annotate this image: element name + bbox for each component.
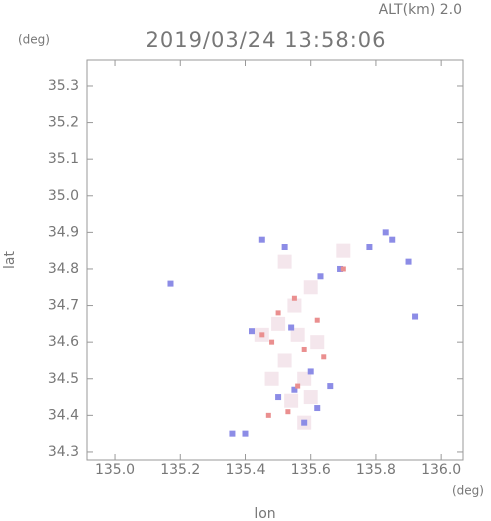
data-point [275, 310, 281, 316]
data-point [303, 390, 318, 405]
data-point [389, 236, 396, 243]
plot-frame [86, 59, 464, 461]
data-point [366, 244, 373, 251]
data-point [317, 273, 324, 280]
data-point [284, 393, 299, 408]
data-point [265, 412, 271, 418]
data-point [291, 295, 297, 301]
x-tick-label: 135.8 [356, 462, 396, 478]
data-point [314, 317, 320, 323]
data-point [269, 339, 275, 345]
data-point [321, 354, 327, 360]
data-point [291, 386, 298, 393]
data-point [337, 265, 344, 272]
data-point [295, 383, 301, 389]
data-point [242, 430, 249, 437]
data-point [290, 327, 305, 342]
y-tick-label: 34.3 [48, 444, 79, 460]
data-point [277, 254, 292, 269]
data-point [271, 316, 286, 331]
data-point [285, 409, 291, 415]
y-tick-label: 34.9 [48, 224, 79, 240]
y-tick-label: 35.3 [48, 78, 79, 94]
y-tick-label: 34.6 [48, 334, 79, 350]
data-point [281, 244, 288, 251]
data-point [336, 243, 351, 258]
y-tick-label: 34.4 [48, 407, 79, 423]
data-point [301, 346, 307, 352]
data-point [303, 280, 318, 295]
x-unit: (deg) [452, 484, 484, 498]
data-point [412, 313, 419, 320]
y-axis-label: lat [2, 251, 18, 269]
x-tick-label: 135.4 [225, 462, 265, 478]
data-point [259, 332, 265, 338]
y-tick-label: 34.5 [48, 371, 79, 387]
x-tick-label: 135.2 [160, 462, 200, 478]
x-tick-label: 135.6 [291, 462, 331, 478]
data-point [301, 419, 308, 426]
x-tick-label: 135.0 [95, 462, 135, 478]
data-point [275, 394, 282, 401]
data-point [405, 258, 412, 265]
data-point [307, 368, 314, 375]
data-point [382, 229, 389, 236]
data-point [258, 236, 265, 243]
data-point [229, 430, 236, 437]
y-unit: (deg) [18, 33, 50, 47]
x-tick-label: 136.0 [421, 462, 461, 478]
data-point [314, 405, 321, 412]
y-tick-label: 34.7 [48, 298, 79, 314]
data-point [288, 324, 295, 331]
y-tick-label: 35.2 [48, 115, 79, 131]
data-point [264, 371, 279, 386]
y-tick-label: 34.8 [48, 261, 79, 277]
data-point [277, 353, 292, 368]
data-point [340, 266, 346, 272]
data-point [297, 371, 312, 386]
data-point [327, 383, 334, 390]
chart-title: 2019/03/24 13:58:06 [145, 28, 386, 52]
x-axis-label: lon [254, 506, 275, 521]
y-tick-label: 35.0 [48, 188, 79, 204]
y-tick-label: 35.1 [48, 151, 79, 167]
data-point [249, 328, 256, 335]
data-point [310, 335, 325, 350]
data-point [287, 298, 302, 313]
data-point [167, 280, 174, 287]
subtitle: ALT(km) 2.0 [379, 2, 462, 18]
